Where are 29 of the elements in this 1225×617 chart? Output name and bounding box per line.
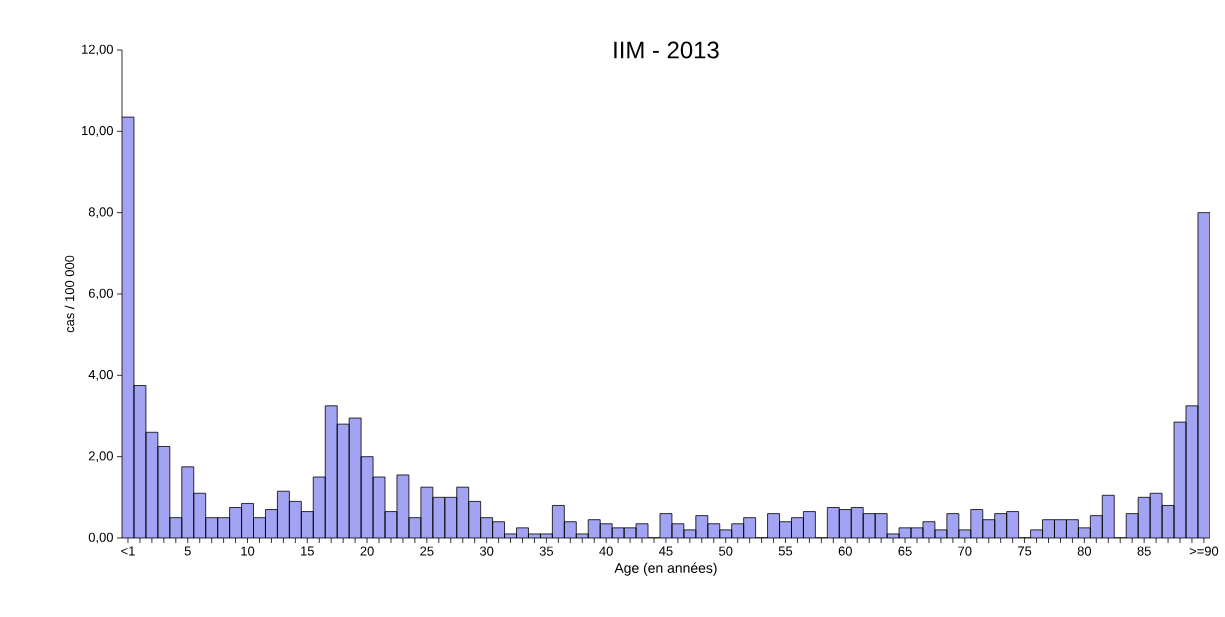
x-tick-label: 50: [719, 546, 733, 556]
x-tick-label: >=90: [1189, 546, 1219, 556]
x-tick-label: 65: [898, 546, 912, 556]
x-tick-label: 80: [1077, 546, 1092, 556]
x-tick-label: 55: [778, 546, 793, 556]
x-tick-label: 45: [659, 546, 673, 556]
y-tick-label: 2,00: [88, 451, 113, 463]
x-tick-label: 40: [599, 546, 613, 556]
x-tick-label: 30: [479, 546, 494, 556]
x-tick-label: 85: [1137, 546, 1151, 556]
x-tick-label: 70: [958, 546, 972, 556]
x-tick-label: 25: [420, 546, 434, 556]
x-tick-label: <1: [121, 546, 135, 556]
x-tick-label: 15: [301, 546, 314, 556]
y-tick-label: 6,00: [88, 288, 113, 300]
y-tick-label: 10,00: [82, 125, 113, 137]
x-tick-label: 60: [838, 546, 852, 556]
y-tick-label: 0,00: [88, 532, 113, 544]
x-tick-label: 10: [241, 546, 255, 556]
x-tick-label: 35: [539, 546, 554, 556]
chart-title: IIM - 2013: [614, 41, 719, 59]
x-tick-label: 20: [360, 546, 374, 556]
y-tick-label: 8,00: [88, 207, 113, 219]
x-axis-title: Age (en années): [614, 562, 717, 576]
y-axis-title: cas / 100 000: [64, 255, 75, 333]
x-tick-label: 75: [1018, 546, 1032, 556]
y-tick-label: 4,00: [88, 369, 113, 381]
x-tick-label: 5: [184, 546, 191, 556]
y-tick-label: 12,00: [82, 44, 113, 56]
